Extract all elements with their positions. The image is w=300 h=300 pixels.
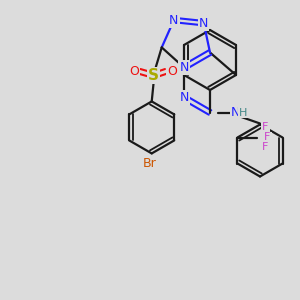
Text: S: S [148,68,159,83]
Text: F: F [264,133,271,142]
Text: N: N [179,61,189,74]
Text: F: F [262,142,269,152]
Text: O: O [129,65,139,78]
Text: Br: Br [143,157,157,170]
Text: N: N [179,91,189,104]
Text: N: N [169,14,178,26]
Text: N: N [199,17,208,30]
Text: F: F [262,122,269,133]
Text: H: H [239,107,247,118]
Text: O: O [167,65,177,78]
Text: N: N [230,106,240,119]
